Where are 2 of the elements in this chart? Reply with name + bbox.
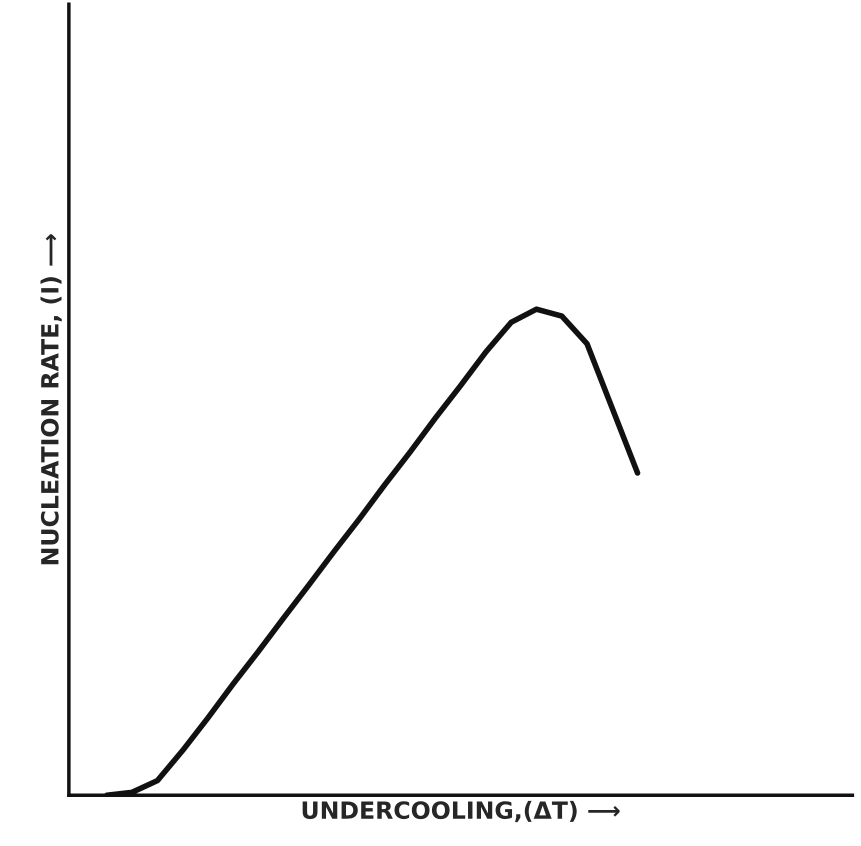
- y-axis-title: NUCLEATION RATE, (I) ⟶: [40, 234, 62, 564]
- x-axis-title: UNDERCOOLING,(ΔT) ⟶: [302, 800, 620, 822]
